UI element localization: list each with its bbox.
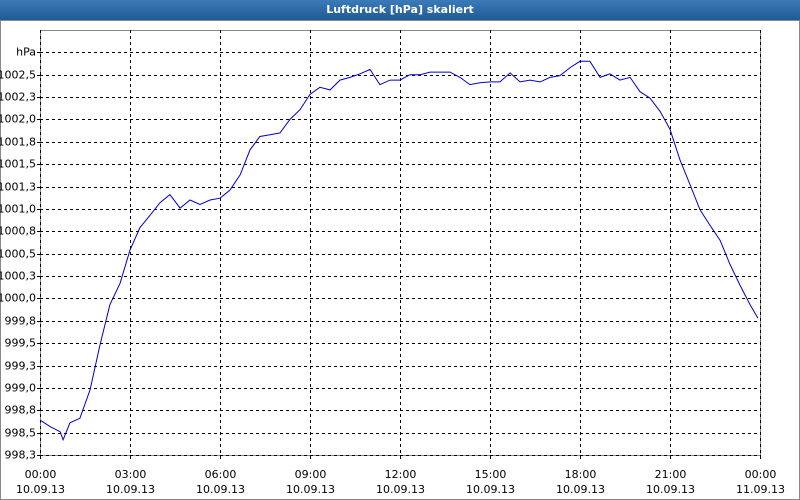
- x-tick-label: 12:00: [385, 468, 417, 481]
- y-tick-label: 1001,5: [0, 158, 36, 171]
- x-tick-label: 00:00: [25, 468, 57, 481]
- x-tick-label: 15:00: [475, 468, 507, 481]
- x-tick-date: 10.09.13: [556, 483, 605, 496]
- line: [39, 60, 759, 442]
- x-tick-date: 10.09.13: [16, 483, 65, 496]
- y-tick-label: 1002,0: [0, 113, 36, 126]
- y-tick-label: 1001,0: [0, 203, 36, 216]
- y-tick-label: 999,5: [5, 337, 37, 350]
- y-tick-label: 1000,3: [0, 270, 36, 283]
- title-bar: [0, 0, 800, 20]
- y-tick-label: 1000,5: [0, 248, 36, 261]
- y-tick-label: 999,3: [5, 360, 37, 373]
- y-tick-label: 998,3: [5, 449, 37, 462]
- y-tick-label: 999,0: [5, 382, 37, 395]
- y-tick-label: 1000,8: [0, 225, 36, 238]
- x-tick-label: 03:00: [115, 468, 147, 481]
- x-tick-date: 10.09.13: [196, 483, 245, 496]
- y-tick-label: 1002,3: [0, 91, 36, 104]
- chart-title: Luftdruck [hPa] skaliert: [326, 3, 474, 16]
- x-tick-label: 09:00: [295, 468, 327, 481]
- x-tick-label: 21:00: [655, 468, 687, 481]
- y-tick-label: 998,5: [5, 427, 37, 440]
- x-tick-date: 11.09.13: [736, 483, 785, 496]
- y-tick-label: 1002,5: [0, 69, 36, 82]
- x-tick-label: 00:00: [745, 468, 777, 481]
- x-tick-date: 10.09.13: [286, 483, 335, 496]
- y-tick-label: 1000,0: [0, 292, 36, 305]
- y-tick-label: 1001,8: [0, 136, 36, 149]
- y-tick-label: 999,8: [5, 315, 37, 328]
- x-tick-date: 10.09.13: [646, 483, 695, 496]
- x-tick-label: 18:00: [565, 468, 597, 481]
- x-tick-date: 10.09.13: [466, 483, 515, 496]
- x-tick-date: 10.09.13: [106, 483, 155, 496]
- y-tick-label: 998,8: [5, 404, 37, 417]
- x-tick-label: 06:00: [205, 468, 237, 481]
- y-tick-label: hPa: [16, 46, 36, 59]
- y-tick-label: 1001,3: [0, 181, 36, 194]
- x-tick-date: 10.09.13: [376, 483, 425, 496]
